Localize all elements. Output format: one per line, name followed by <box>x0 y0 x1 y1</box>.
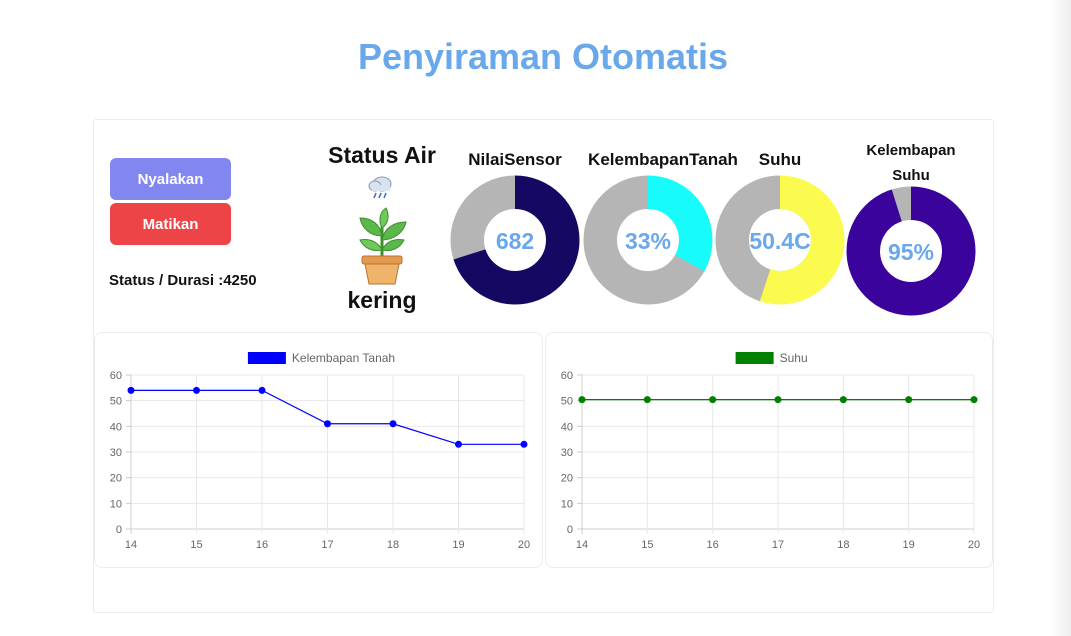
x-tick-label: 15 <box>641 539 653 551</box>
data-point <box>905 396 913 404</box>
status-air-title: Status Air <box>328 142 436 168</box>
data-point <box>324 420 331 428</box>
gauge-value-kelembapan-suhu: 95% <box>887 239 935 265</box>
x-tick-label: 18 <box>387 539 399 551</box>
x-tick-label: 17 <box>321 539 333 551</box>
y-tick-label: 20 <box>110 473 122 485</box>
legend-swatch <box>735 352 774 364</box>
data-point <box>709 396 717 404</box>
gauge-kelembapan-suhu <box>846 186 976 316</box>
gauge-value-suhu: 50.4C <box>749 228 811 254</box>
gauge-suhu <box>715 175 845 305</box>
gauge-arc <box>450 175 580 305</box>
x-tick-label: 16 <box>707 539 719 551</box>
y-tick-label: 40 <box>110 421 122 433</box>
data-point <box>258 386 266 394</box>
y-tick-label: 10 <box>110 498 122 510</box>
gauge-kelembapan-tanah <box>583 175 713 305</box>
data-point <box>127 386 135 394</box>
data-point <box>455 440 462 448</box>
chart-suhu: Suhu 0 10 20 30 40 50 60 14 15 16 17 18 19 20 <box>545 332 993 568</box>
page-edge-shade <box>1050 0 1071 636</box>
y-tick-label: 20 <box>561 473 573 485</box>
y-tick-label: 40 <box>561 421 573 433</box>
y-tick-label: 60 <box>110 370 122 382</box>
y-tick-label: 0 <box>116 524 122 536</box>
x-tick-label: 17 <box>772 539 784 551</box>
gauge-label-suhu: Suhu <box>758 150 802 169</box>
chart-legend: Kelembapan Tanah <box>247 351 395 365</box>
data-point <box>839 396 847 404</box>
data-point <box>970 396 978 404</box>
x-tick-label: 20 <box>518 539 530 551</box>
x-tick-label: 18 <box>837 539 849 551</box>
legend-label: Kelembapan Tanah <box>292 351 395 365</box>
turn-off-button[interactable]: Matikan <box>110 203 231 245</box>
rain-cloud-icon <box>368 176 392 199</box>
potted-plant-icon <box>359 207 407 285</box>
data-point <box>578 396 586 404</box>
chart-legend: Suhu <box>735 351 808 365</box>
legend-swatch <box>247 352 286 364</box>
chart-kelembapan-tanah: Kelembapan Tanah 0 10 20 30 40 50 60 14 15 16 17 18 1… <box>94 332 543 568</box>
x-tick-label: 14 <box>576 539 588 551</box>
gauge-value-nilai-sensor: 682 <box>495 228 535 254</box>
gauge-arc <box>715 175 845 305</box>
y-tick-label: 50 <box>110 396 122 408</box>
status-duration-text: Status / Durasi :4250 <box>109 272 257 289</box>
gauge-label-nilai-sensor: NilaiSensor <box>468 150 562 169</box>
x-tick-label: 20 <box>968 539 980 551</box>
status-air-value: kering <box>347 287 417 313</box>
data-point <box>774 396 782 404</box>
turn-on-button[interactable]: Nyalakan <box>110 158 231 200</box>
x-tick-label: 14 <box>125 539 137 551</box>
data-point <box>389 420 397 428</box>
data-point <box>193 386 200 394</box>
y-tick-label: 0 <box>567 524 573 536</box>
gauge-arc <box>583 175 713 305</box>
y-tick-label: 30 <box>561 447 573 459</box>
y-tick-label: 30 <box>110 447 122 459</box>
x-tick-label: 15 <box>190 539 202 551</box>
y-tick-label: 10 <box>561 498 573 510</box>
gauge-nilai-sensor <box>450 175 580 305</box>
y-tick-label: 50 <box>561 396 573 408</box>
gauge-label-kelembapan-tanah: KelembapanTanah <box>588 150 738 169</box>
data-point <box>520 440 528 448</box>
page-title: Penyiraman Otomatis <box>357 36 729 77</box>
x-tick-label: 19 <box>452 539 464 551</box>
gauge-arc <box>846 186 976 316</box>
x-tick-label: 19 <box>903 539 915 551</box>
y-tick-label: 60 <box>561 370 573 382</box>
data-point <box>643 396 651 404</box>
gauge-value-kelembapan-tanah: 33% <box>624 228 672 254</box>
gauge-label-kelembapan-suhu: Kelembapan Suhu <box>866 142 956 184</box>
legend-label: Suhu <box>780 351 808 365</box>
x-tick-label: 16 <box>256 539 268 551</box>
